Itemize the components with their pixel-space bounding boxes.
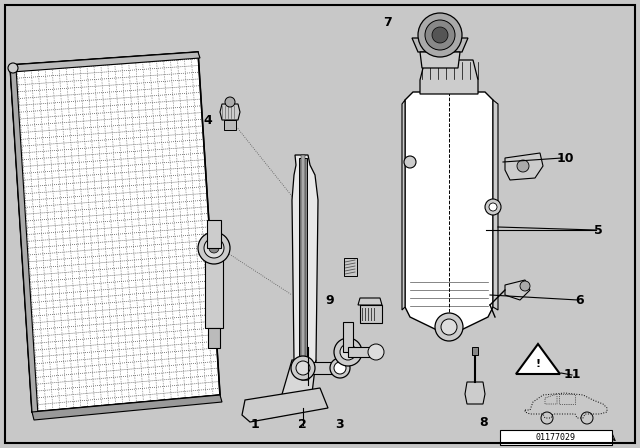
Circle shape — [340, 344, 356, 360]
Bar — [344, 258, 357, 276]
Circle shape — [330, 358, 350, 378]
Circle shape — [209, 243, 219, 253]
Text: 4: 4 — [204, 113, 212, 126]
Circle shape — [334, 338, 362, 366]
Circle shape — [517, 160, 529, 172]
Text: 3: 3 — [336, 418, 344, 431]
Circle shape — [485, 199, 501, 215]
Text: 2: 2 — [298, 418, 307, 431]
Polygon shape — [220, 104, 240, 120]
Text: 7: 7 — [383, 16, 392, 29]
Text: 6: 6 — [576, 293, 584, 306]
Bar — [299, 158, 307, 358]
Circle shape — [418, 13, 462, 57]
Text: 01177029: 01177029 — [536, 433, 576, 442]
Bar — [360, 305, 382, 323]
Bar — [208, 328, 220, 348]
Circle shape — [520, 281, 530, 291]
Text: !: ! — [536, 359, 541, 369]
Polygon shape — [420, 52, 460, 68]
Text: 5: 5 — [594, 224, 602, 237]
Circle shape — [489, 203, 497, 211]
Bar — [205, 248, 223, 328]
Circle shape — [198, 232, 230, 264]
Circle shape — [441, 319, 457, 335]
Circle shape — [204, 238, 224, 258]
Circle shape — [225, 97, 235, 107]
Polygon shape — [10, 52, 220, 412]
Polygon shape — [505, 153, 543, 180]
Bar — [348, 347, 376, 357]
Circle shape — [432, 27, 448, 43]
Circle shape — [435, 313, 463, 341]
Circle shape — [425, 20, 455, 50]
Bar — [301, 155, 305, 360]
Bar — [343, 322, 353, 352]
Bar — [472, 347, 478, 355]
Polygon shape — [10, 52, 200, 72]
Polygon shape — [245, 360, 316, 418]
Polygon shape — [10, 65, 38, 415]
Polygon shape — [402, 100, 405, 310]
Polygon shape — [420, 60, 478, 94]
Bar — [303, 362, 338, 374]
Circle shape — [368, 344, 384, 360]
Bar — [207, 220, 221, 248]
Circle shape — [8, 63, 18, 73]
Text: 9: 9 — [326, 293, 334, 306]
Bar — [500, 430, 612, 445]
Text: 10: 10 — [556, 151, 573, 164]
Text: 8: 8 — [480, 417, 488, 430]
Polygon shape — [493, 100, 498, 310]
Circle shape — [296, 361, 310, 375]
Circle shape — [404, 156, 416, 168]
Polygon shape — [505, 280, 530, 300]
Polygon shape — [358, 298, 382, 305]
Text: 1: 1 — [251, 418, 259, 431]
Polygon shape — [412, 38, 468, 52]
Polygon shape — [516, 344, 560, 374]
Polygon shape — [32, 395, 222, 420]
Polygon shape — [405, 92, 493, 332]
Circle shape — [291, 356, 315, 380]
Polygon shape — [465, 382, 485, 404]
Polygon shape — [292, 155, 318, 380]
Polygon shape — [242, 388, 328, 422]
Circle shape — [334, 362, 346, 374]
Text: 11: 11 — [563, 369, 580, 382]
Polygon shape — [224, 120, 236, 130]
